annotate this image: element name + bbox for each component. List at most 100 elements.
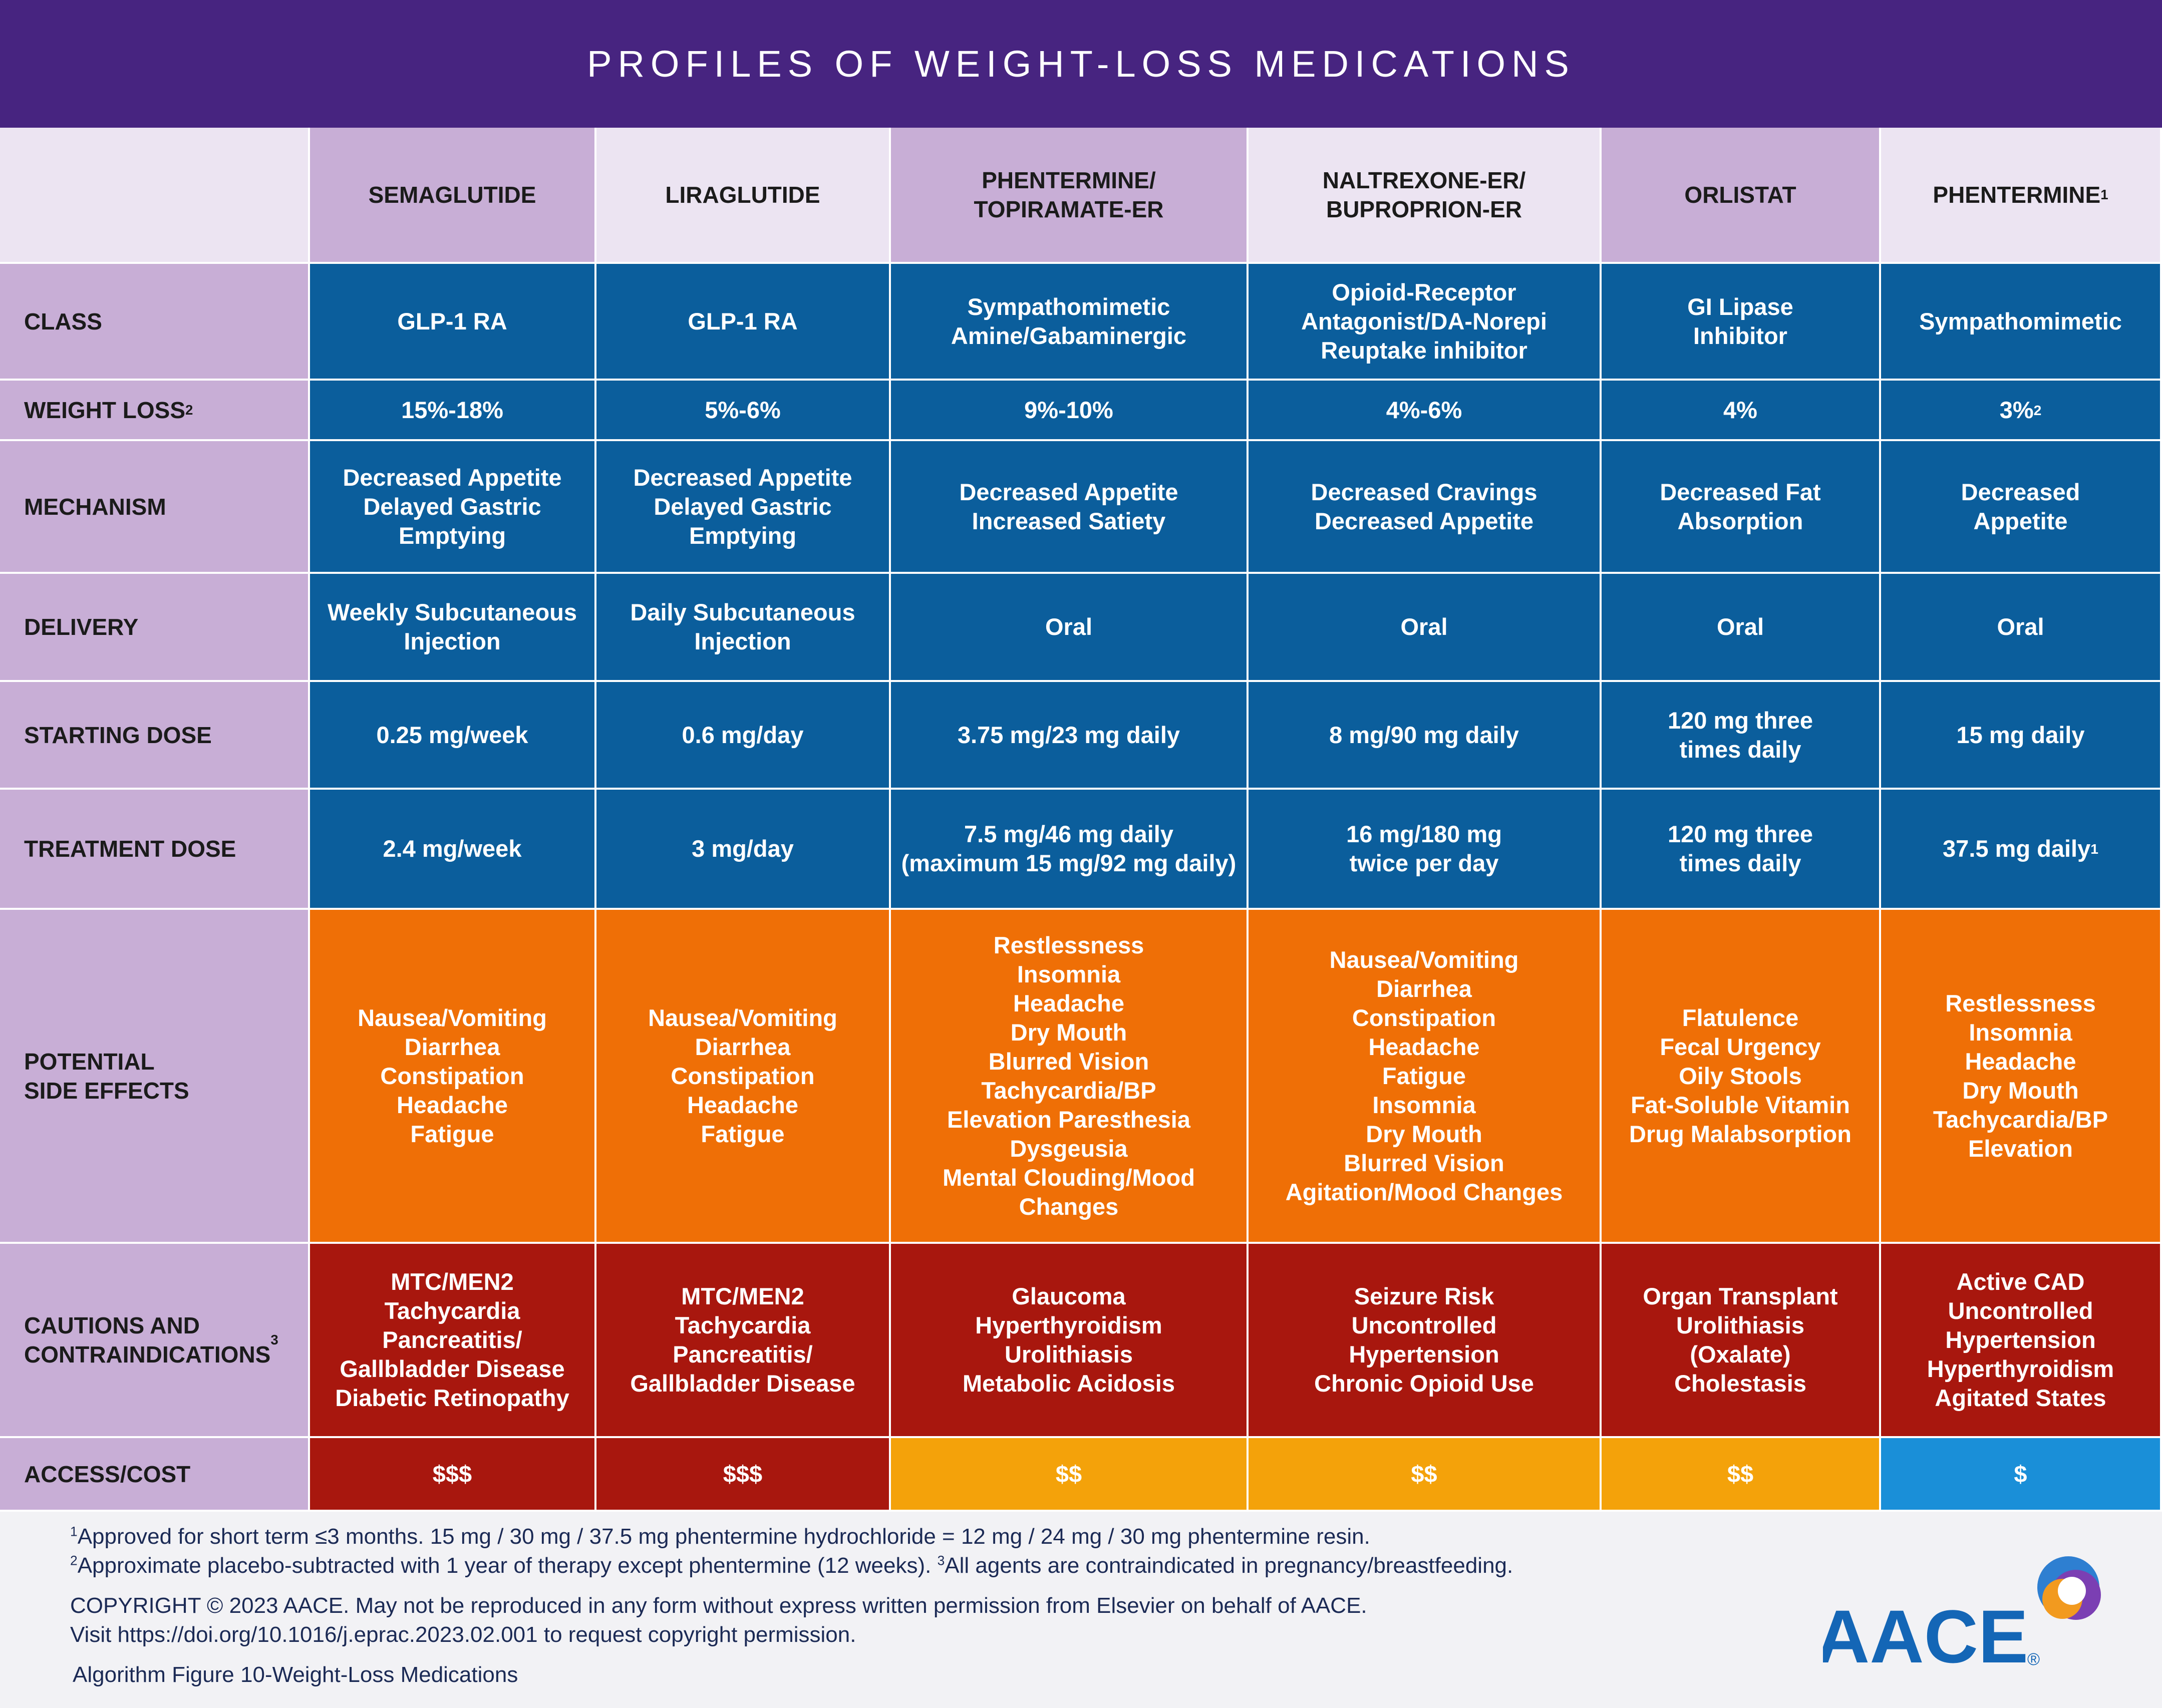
cell-text: 7.5 mg/46 mg daily (maximum 15 mg/92 mg … <box>901 821 1237 876</box>
table-cell: Nausea/Vomiting Diarrhea Constipation He… <box>310 910 596 1244</box>
table-cell: 8 mg/90 mg daily <box>1249 682 1602 790</box>
table-cell: Restlessness Insomnia Headache Dry Mouth… <box>891 910 1249 1244</box>
row-label: STARTING DOSE <box>0 682 310 790</box>
table-cell: $$ <box>1249 1438 1602 1512</box>
cell-text: 16 mg/180 mg twice per day <box>1346 821 1502 876</box>
table-cell: Decreased Cravings Decreased Appetite <box>1249 441 1602 574</box>
cell-text: Oral <box>1400 613 1448 640</box>
table-cell: Nausea/Vomiting Diarrhea Constipation He… <box>596 910 891 1244</box>
table-cell: 16 mg/180 mg twice per day <box>1249 790 1602 910</box>
cell-text: GLP-1 RA <box>397 307 507 334</box>
table-cell: 120 mg three times daily <box>1602 682 1881 790</box>
table-cell: Restlessness Insomnia Headache Dry Mouth… <box>1881 910 2162 1244</box>
cell-text: $ <box>2014 1460 2027 1487</box>
cell-text: Daily Subcutaneous Injection <box>630 599 855 654</box>
cell-text: Restlessness Insomnia Headache Dry Mouth… <box>943 931 1195 1220</box>
table-cell: Weekly Subcutaneous Injection <box>310 574 596 682</box>
column-header: PHENTERMINE 1 <box>1881 128 2162 264</box>
footnote-1-mark: 1 <box>70 1524 78 1539</box>
cell-text: 9%-10% <box>1024 396 1113 423</box>
table-cell: 15%-18% <box>310 381 596 441</box>
row-label: MECHANISM <box>0 441 310 574</box>
cell-text: Active CAD Uncontrolled Hypertension Hyp… <box>1927 1268 2114 1411</box>
cell-text: NALTREXONE-ER/ BUPROPRION-ER <box>1322 167 1526 222</box>
footnote-3-text: All agents are contraindicated in pregna… <box>945 1553 1513 1578</box>
cell-text: $$ <box>1727 1460 1754 1487</box>
cell-text: 4%-6% <box>1386 396 1462 423</box>
medication-table: SEMAGLUTIDE LIRAGLUTIDE PHENTERMINE/ TOPIR… <box>0 128 2162 1512</box>
cell-text: Decreased Fat Absorption <box>1660 478 1821 534</box>
table-cell: 5%-6% <box>596 381 891 441</box>
cell-text: Sympathomimetic <box>1919 307 2122 334</box>
table-cell: GLP-1 RA <box>310 264 596 381</box>
cell-text: Weekly Subcutaneous Injection <box>328 599 577 654</box>
title-banner: PROFILES OF WEIGHT-LOSS MEDICATIONS <box>0 0 2162 128</box>
footer: 1Approved for short term ≤3 months. 15 m… <box>0 1512 2162 1708</box>
table-cell: Flatulence Fecal Urgency Oily Stools Fat… <box>1602 910 1881 1244</box>
cell-text: 5%-6% <box>705 396 781 423</box>
row-label: TREATMENT DOSE <box>0 790 310 910</box>
cell-text: 2.4 mg/week <box>383 835 522 862</box>
cell-text: WEIGHT LOSS <box>24 397 185 423</box>
footnote-3-mark: 3 <box>937 1553 945 1568</box>
row-label: WEIGHT LOSS 2 <box>0 381 310 441</box>
cell-text: 4% <box>1723 396 1757 423</box>
cell-text: Opioid-Receptor Antagonist/DA-Norepi Reu… <box>1301 278 1547 364</box>
cell-text: 15%-18% <box>401 396 503 423</box>
table-cell: Oral <box>891 574 1249 682</box>
table-cell: 4%-6% <box>1249 381 1602 441</box>
cell-text: GI Lipase Inhibitor <box>1687 293 1793 349</box>
table-cell: Oral <box>1602 574 1881 682</box>
cell-text: 8 mg/90 mg daily <box>1329 721 1519 748</box>
table-cell: 7.5 mg/46 mg daily (maximum 15 mg/92 mg … <box>891 790 1249 910</box>
copyright-notice: COPYRIGHT © 2023 AACE. May not be reprod… <box>70 1593 1367 1618</box>
cell-text: ORLISTAT <box>1684 182 1796 208</box>
table-cell: MTC/MEN2 Tachycardia Pancreatitis/ Gallb… <box>596 1244 891 1438</box>
cell-text: 0.6 mg/day <box>682 721 804 748</box>
cell-text: Nausea/Vomiting Diarrhea Constipation He… <box>358 1004 547 1147</box>
table-cell: GLP-1 RA <box>596 264 891 381</box>
aace-logo-mark-icon <box>2037 1556 2101 1620</box>
footnote-1-text: Approved for short term ≤3 months. 15 mg… <box>77 1524 1370 1549</box>
cell-text: $$ <box>1411 1460 1437 1487</box>
table-cell: Nausea/Vomiting Diarrhea Constipation He… <box>1249 910 1602 1244</box>
footnote-2: 2Approximate placebo-subtracted with 1 y… <box>70 1552 1513 1580</box>
aace-logo-text: AACE <box>1823 1594 2028 1675</box>
table-cell: 9%-10% <box>891 381 1249 441</box>
cell-text: Decreased Cravings Decreased Appetite <box>1311 478 1537 534</box>
cell-text: Oral <box>1045 613 1093 640</box>
table-cell: Sympathomimetic <box>1881 264 2162 381</box>
cell-text: 120 mg three times daily <box>1668 707 1813 763</box>
table-cell: Glaucoma Hyperthyroidism Urolithiasis Me… <box>891 1244 1249 1438</box>
footnote-2-mark: 2 <box>70 1553 78 1568</box>
cell-text: Seizure Risk Uncontrolled Hypertension C… <box>1314 1283 1534 1397</box>
table-cell: Active CAD Uncontrolled Hypertension Hyp… <box>1881 1244 2162 1438</box>
cell-text: Glaucoma Hyperthyroidism Urolithiasis Me… <box>963 1283 1175 1397</box>
table-cell: $ <box>1881 1438 2162 1512</box>
cell-text: POTENTIAL SIDE EFFECTS <box>24 1048 189 1104</box>
column-header: PHENTERMINE/ TOPIRAMATE-ER <box>891 128 1249 264</box>
table-cell: 2.4 mg/week <box>310 790 596 910</box>
table-cell: Opioid-Receptor Antagonist/DA-Norepi Reu… <box>1249 264 1602 381</box>
column-header: LIRAGLUTIDE <box>596 128 891 264</box>
row-label: DELIVERY <box>0 574 310 682</box>
cell-text: Nausea/Vomiting Diarrhea Constipation He… <box>648 1004 837 1147</box>
table-cell: Decreased Appetite Delayed Gastric Empty… <box>310 441 596 574</box>
table-cell: Oral <box>1881 574 2162 682</box>
cell-text: STARTING DOSE <box>24 722 212 748</box>
table-cell: 3 mg/day <box>596 790 891 910</box>
cell-text: Organ Transplant Urolithiasis (Oxalate) … <box>1643 1283 1838 1397</box>
cell-text: TREATMENT DOSE <box>24 836 236 862</box>
page-title: PROFILES OF WEIGHT-LOSS MEDICATIONS <box>587 43 1575 85</box>
cell-text: MECHANISM <box>24 493 166 520</box>
table-cell: Seizure Risk Uncontrolled Hypertension C… <box>1249 1244 1602 1438</box>
cell-text: PHENTERMINE/ TOPIRAMATE-ER <box>974 167 1164 222</box>
cell-text: Nausea/Vomiting Diarrhea Constipation He… <box>1285 946 1563 1205</box>
table-cell: MTC/MEN2 Tachycardia Pancreatitis/ Gallb… <box>310 1244 596 1438</box>
cell-text: 37.5 mg daily <box>1943 835 2091 862</box>
cell-text: Decreased Appetite Delayed Gastric Empty… <box>343 464 562 549</box>
column-header: ORLISTAT <box>1602 128 1881 264</box>
table-cell: 4% <box>1602 381 1881 441</box>
cell-text: $$$ <box>723 1460 763 1487</box>
table-cell: $$$ <box>310 1438 596 1512</box>
